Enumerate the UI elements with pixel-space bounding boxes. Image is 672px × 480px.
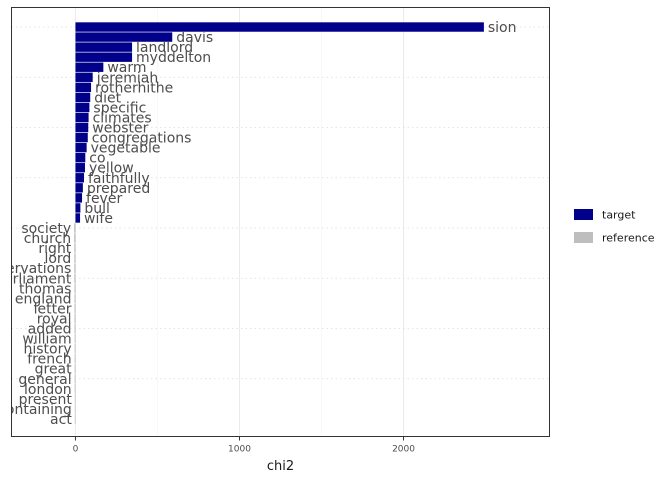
word-label-present: present: [19, 392, 73, 408]
bar-sion: [75, 22, 484, 32]
x-tick-label: 0: [73, 445, 79, 455]
word-label-webster: webster: [92, 121, 148, 137]
word-labels: siondavislandlordmyddeltonwarmjeremiahro…: [0, 20, 517, 428]
word-label-diet: diet: [94, 90, 121, 106]
bar-jeremiah: [75, 72, 93, 82]
bar-history: [74, 343, 76, 354]
bar-specific: [75, 102, 90, 113]
bar-warm: [75, 62, 104, 72]
bar-london: [74, 384, 76, 394]
bar-fever: [75, 193, 83, 203]
word-label-letter: letter: [34, 301, 72, 317]
bar-society: [74, 223, 76, 233]
word-label-davis: davis: [176, 30, 213, 46]
word-label-great: great: [35, 362, 73, 378]
word-label-church: church: [24, 231, 71, 247]
bar-congregations: [75, 132, 88, 143]
bar-vegetable: [75, 142, 87, 153]
word-label-containing: containing: [0, 402, 72, 418]
word-label-right: right: [38, 241, 71, 257]
word-label-landlord: landlord: [136, 40, 193, 56]
bar-co: [75, 152, 86, 163]
bars: [74, 22, 484, 424]
word-label-climates: climates: [93, 110, 152, 126]
bar-william: [74, 333, 76, 344]
legend-label-target: target: [602, 209, 636, 222]
word-label-history: history: [23, 342, 71, 358]
word-label-parliament: parliament: [0, 271, 72, 287]
bar-landlord: [75, 42, 133, 52]
bar-climates: [75, 112, 89, 123]
word-label-general: general: [18, 372, 71, 388]
word-label-jeremiah: jeremiah: [96, 70, 159, 86]
bar-rotherhithe: [75, 82, 92, 93]
bar-thomas: [74, 283, 76, 294]
bar-prepared: [75, 183, 83, 193]
word-label-act: act: [50, 412, 72, 428]
word-label-specific: specific: [93, 100, 146, 116]
bar-right: [74, 243, 76, 253]
word-label-warm: warm: [107, 60, 146, 76]
word-label-sion: sion: [488, 20, 517, 36]
word-label-co: co: [89, 151, 105, 167]
bar-wife: [75, 213, 81, 223]
word-label-lord: lord: [44, 251, 71, 267]
bar-observations: [74, 263, 76, 273]
bar-act: [74, 414, 76, 424]
x-axis: 0 1000 2000: [73, 436, 415, 455]
bar-great: [74, 364, 76, 374]
word-label-yellow: yellow: [89, 161, 134, 177]
bar-davis: [75, 32, 173, 42]
legend-label-reference: reference: [602, 232, 655, 245]
panel-border: [11, 7, 550, 437]
x-axis-title: chi2: [267, 459, 294, 474]
legend-swatch-target: [574, 209, 593, 220]
bar-added: [74, 323, 76, 334]
bar-webster: [75, 122, 89, 133]
word-label-prepared: prepared: [87, 181, 150, 197]
word-label-wife: wife: [84, 211, 113, 227]
word-label-faithfully: faithfully: [88, 171, 150, 187]
bar-diet: [75, 92, 91, 103]
bar-bull: [75, 203, 81, 213]
bar-myddelton: [75, 52, 133, 62]
word-label-french: french: [27, 352, 71, 368]
legend: target reference: [574, 209, 655, 245]
word-label-fever: fever: [86, 191, 122, 207]
word-label-william: william: [22, 332, 71, 348]
x-tick-label: 2000: [392, 445, 415, 455]
word-label-congregations: congregations: [92, 131, 192, 147]
bar-england: [74, 293, 76, 304]
word-label-england: england: [15, 291, 72, 307]
word-label-thomas: thomas: [19, 281, 71, 297]
word-label-society: society: [21, 221, 71, 237]
word-label-added: added: [28, 322, 72, 338]
word-label-myddelton: myddelton: [136, 50, 211, 66]
bar-french: [74, 353, 76, 364]
bar-letter: [74, 303, 76, 314]
bar-faithfully: [75, 173, 84, 183]
bar-parliament: [74, 273, 76, 283]
bar-containing: [74, 404, 76, 414]
bar-church: [74, 233, 76, 243]
word-label-observations: observations: [0, 261, 71, 277]
word-label-rotherhithe: rotherhithe: [95, 80, 173, 96]
word-label-london: london: [24, 382, 72, 398]
legend-swatch-reference: [574, 232, 593, 243]
bar-yellow: [75, 163, 85, 173]
bar-royal: [74, 313, 76, 324]
bar-present: [74, 394, 76, 404]
bar-general: [74, 374, 76, 384]
word-label-royal: royal: [37, 311, 72, 327]
bar-lord: [74, 253, 76, 263]
word-label-bull: bull: [84, 201, 110, 217]
x-tick-label: 1000: [228, 445, 251, 455]
word-label-vegetable: vegetable: [91, 141, 161, 157]
